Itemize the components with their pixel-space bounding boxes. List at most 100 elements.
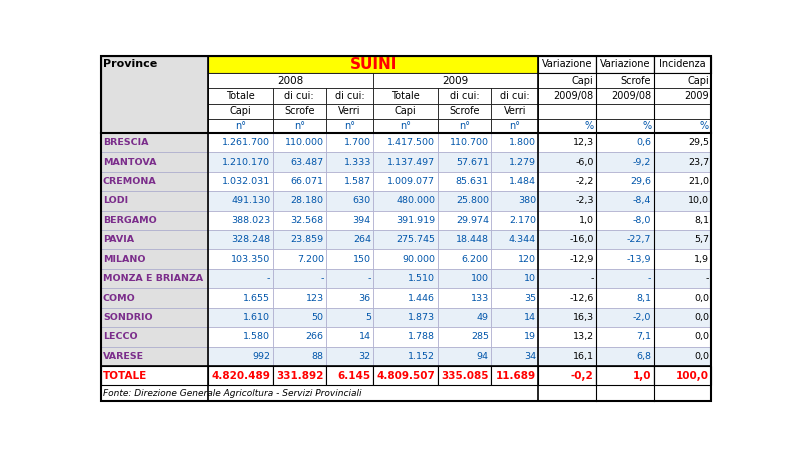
Text: 25.800: 25.800 — [456, 197, 489, 205]
Text: 19: 19 — [524, 333, 536, 342]
Text: 491.130: 491.130 — [231, 197, 270, 205]
Text: -9,2: -9,2 — [633, 158, 651, 167]
Bar — [491, 250, 539, 269]
Bar — [373, 88, 438, 104]
Bar — [208, 211, 272, 230]
Text: Scrofe: Scrofe — [449, 106, 480, 116]
Text: 0,6: 0,6 — [636, 138, 651, 147]
Bar — [596, 269, 653, 288]
Text: n°: n° — [509, 121, 520, 131]
Bar — [596, 133, 653, 152]
Bar — [539, 211, 596, 230]
Text: 10: 10 — [524, 274, 536, 283]
Text: -: - — [367, 274, 371, 283]
Bar — [596, 308, 653, 327]
Bar — [491, 133, 539, 152]
Bar — [373, 133, 438, 152]
Text: 8,1: 8,1 — [694, 216, 709, 225]
Text: 50: 50 — [312, 313, 324, 322]
Text: 328.248: 328.248 — [231, 235, 270, 244]
Bar — [208, 250, 272, 269]
Text: 1.446: 1.446 — [409, 294, 436, 303]
Text: -6,0: -6,0 — [575, 158, 594, 167]
Text: 94: 94 — [477, 352, 489, 361]
Bar — [272, 288, 326, 308]
Text: -0,2: -0,2 — [571, 371, 594, 381]
Bar — [208, 308, 272, 327]
Bar — [101, 250, 208, 269]
Bar — [373, 327, 438, 347]
Text: 100,0: 100,0 — [676, 371, 709, 381]
Text: 391.919: 391.919 — [396, 216, 436, 225]
Text: 7,1: 7,1 — [636, 333, 651, 342]
Bar — [272, 119, 326, 133]
Bar — [596, 250, 653, 269]
Text: n°: n° — [459, 121, 470, 131]
Text: MONZA E BRIANZA: MONZA E BRIANZA — [103, 274, 203, 283]
Text: 275.745: 275.745 — [396, 235, 436, 244]
Text: -: - — [648, 274, 651, 283]
Bar — [326, 119, 373, 133]
Bar — [272, 366, 326, 386]
Bar — [653, 308, 711, 327]
Text: 0,0: 0,0 — [694, 352, 709, 361]
Text: %: % — [642, 121, 651, 131]
Text: 110.700: 110.700 — [450, 138, 489, 147]
Text: 63.487: 63.487 — [291, 158, 324, 167]
Text: 110.000: 110.000 — [285, 138, 324, 147]
Bar — [653, 88, 711, 104]
Text: 90.000: 90.000 — [402, 255, 436, 264]
Bar — [272, 269, 326, 288]
Text: 1.279: 1.279 — [509, 158, 536, 167]
Bar — [539, 119, 596, 133]
Bar — [208, 347, 272, 366]
Text: CREMONA: CREMONA — [103, 177, 157, 186]
Text: 16,3: 16,3 — [573, 313, 594, 322]
Bar — [438, 119, 491, 133]
Bar — [491, 366, 539, 386]
Bar — [539, 191, 596, 211]
Text: 5: 5 — [365, 313, 371, 322]
Text: 1.610: 1.610 — [243, 313, 270, 322]
Bar — [208, 327, 272, 347]
Bar — [208, 172, 272, 191]
Text: SONDRIO: SONDRIO — [103, 313, 153, 322]
Bar — [373, 73, 539, 88]
Text: -8,4: -8,4 — [633, 197, 651, 205]
Bar — [208, 288, 272, 308]
Bar — [438, 327, 491, 347]
Bar — [373, 104, 438, 119]
Text: Capi: Capi — [394, 106, 417, 116]
Bar — [373, 269, 438, 288]
Bar — [539, 288, 596, 308]
Bar — [491, 191, 539, 211]
Text: 13,2: 13,2 — [573, 333, 594, 342]
Bar — [539, 327, 596, 347]
Bar — [491, 327, 539, 347]
Text: 29,5: 29,5 — [688, 138, 709, 147]
Bar — [101, 269, 208, 288]
Text: 1.417.500: 1.417.500 — [387, 138, 436, 147]
Bar — [208, 191, 272, 211]
Text: 4.820.489: 4.820.489 — [211, 371, 270, 381]
Text: 133: 133 — [470, 294, 489, 303]
Bar — [373, 366, 438, 386]
Text: 0,0: 0,0 — [694, 313, 709, 322]
Bar — [438, 152, 491, 172]
Text: Incidenza: Incidenza — [659, 59, 706, 69]
Bar — [491, 104, 539, 119]
Text: -12,9: -12,9 — [569, 255, 594, 264]
Text: 285: 285 — [471, 333, 489, 342]
Text: 14: 14 — [359, 333, 371, 342]
Text: Fonte: Direzione Generale Agricoltura - Servizi Provinciali: Fonte: Direzione Generale Agricoltura - … — [103, 389, 361, 398]
Bar — [373, 191, 438, 211]
Text: 380: 380 — [518, 197, 536, 205]
Text: 150: 150 — [352, 255, 371, 264]
Bar — [101, 211, 208, 230]
Text: 8,1: 8,1 — [636, 294, 651, 303]
Text: COMO: COMO — [103, 294, 135, 303]
Text: n°: n° — [234, 121, 246, 131]
Text: di cui:: di cui: — [284, 91, 314, 101]
Text: -12,6: -12,6 — [569, 294, 594, 303]
Text: 1.700: 1.700 — [344, 138, 371, 147]
